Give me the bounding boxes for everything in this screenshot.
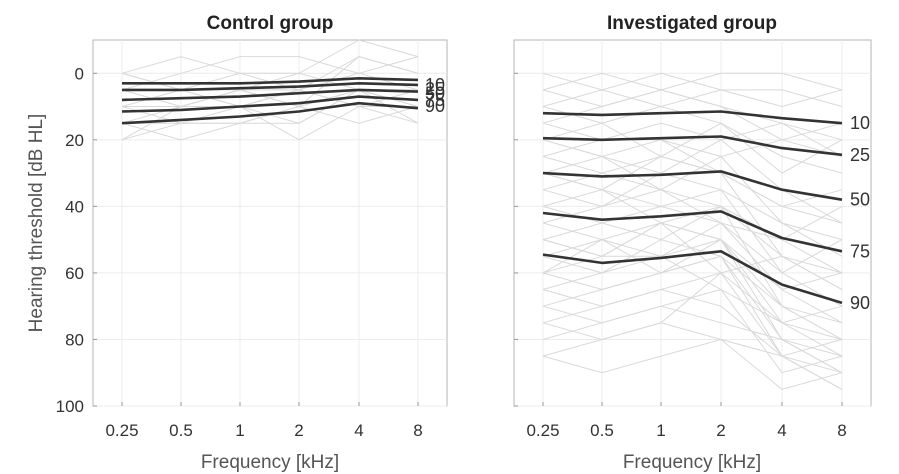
x-tick-label: 2 [294, 421, 303, 440]
percentile-curve-75 [121, 95, 419, 113]
plot-area [92, 39, 448, 407]
x-tick-label: 1 [235, 421, 244, 440]
x-tick-label: 0.25 [526, 421, 559, 440]
subject-curve [542, 172, 843, 257]
percentile-label: 90 [850, 293, 870, 313]
subject-curve [542, 189, 843, 274]
x-tick-label: 1 [656, 421, 665, 440]
percentile-label: 75 [850, 241, 870, 261]
percentile-label: 50 [425, 84, 445, 104]
percentile-label: 50 [850, 190, 870, 210]
subject-curve [542, 72, 843, 91]
percentile-label: 10 [425, 75, 445, 95]
subject-curve [542, 155, 843, 224]
x-tick-label: 0.25 [105, 421, 138, 440]
subject-curve [542, 338, 843, 390]
x-tick-label: 8 [837, 421, 846, 440]
x-tick-label: 8 [413, 421, 422, 440]
subject-curve [542, 205, 843, 324]
panel-control-group: Control group Frequency [kHz] 1025507590… [56, 13, 448, 473]
percentile-curve-10 [542, 110, 843, 125]
plot-area [513, 39, 872, 407]
percentile-label: 25 [850, 145, 870, 165]
y-tick-label: 60 [65, 264, 84, 283]
x-axis-label: Frequency [kHz] [201, 452, 339, 473]
y-axis-label: Hearing threshold [dB HL] [26, 114, 47, 333]
subject-curve [542, 322, 843, 390]
percentile-curve-25 [542, 135, 843, 157]
percentile-label: 90 [425, 96, 445, 116]
y-tick-label: 20 [65, 131, 84, 150]
x-tick-label: 0.5 [590, 421, 614, 440]
subject-curve [542, 288, 843, 357]
percentile-curve-50 [121, 88, 419, 102]
panel-investigated-group: Investigated group Frequency [kHz] 10 25 5… [513, 13, 872, 473]
subject-curve [542, 222, 843, 357]
subject-curve [542, 122, 843, 224]
subject-curve [542, 222, 843, 274]
percentile-label: 75 [425, 90, 445, 110]
subject-curve [542, 255, 843, 324]
x-axis-label: Frequency [kHz] [623, 452, 761, 473]
x-tick-label: 4 [354, 421, 363, 440]
y-tick-label: 0 [75, 64, 84, 83]
subject-curve [542, 105, 843, 174]
percentile-curve-25 [122, 82, 419, 92]
y-tick-label: 80 [65, 330, 84, 349]
percentile-curve-90 [121, 101, 419, 125]
subject-curve [542, 272, 843, 340]
y-tick-label: 40 [65, 197, 84, 216]
y-tick-label: 100 [56, 397, 84, 416]
subject-curve [542, 305, 843, 374]
percentile-curve-90 [542, 250, 843, 305]
subject-curve [542, 122, 843, 174]
subject-curve [542, 255, 843, 340]
x-tick-label: 0.5 [169, 421, 193, 440]
subject-curve [542, 222, 843, 290]
subject-curve [121, 56, 419, 91]
percentile-curve-75 [542, 210, 843, 253]
percentile-label: 10 [850, 113, 870, 133]
percentile-label: 25 [425, 79, 445, 99]
x-tick-label: 2 [716, 421, 725, 440]
subject-curve [121, 89, 419, 141]
x-tick-label: 4 [777, 421, 786, 440]
chart-title: Investigated group [607, 13, 777, 34]
subject-curve [542, 122, 843, 174]
subject-curve [121, 39, 419, 74]
chart-title: Control group [207, 13, 334, 34]
subject-curve [542, 89, 843, 157]
percentile-curve-10 [122, 77, 419, 85]
percentile-curve-50 [542, 170, 843, 201]
